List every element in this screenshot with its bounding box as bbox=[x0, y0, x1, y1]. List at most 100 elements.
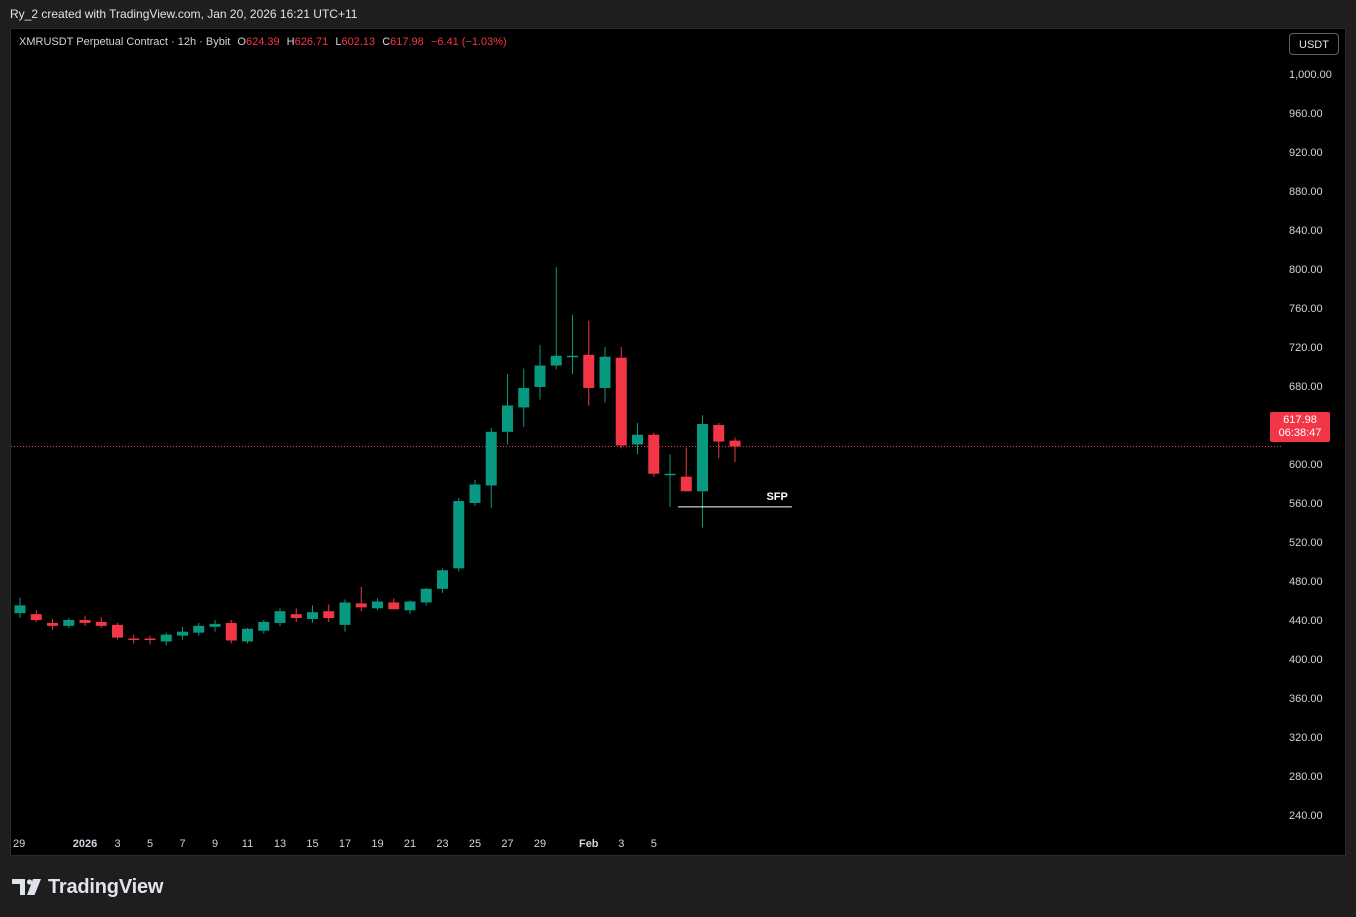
candle-body bbox=[112, 624, 123, 638]
price-tick-label: 360.00 bbox=[1289, 693, 1323, 705]
open-value: 624.39 bbox=[245, 36, 280, 48]
price-tick-label: 520.00 bbox=[1289, 537, 1323, 549]
candle bbox=[209, 620, 221, 632]
candle bbox=[339, 599, 351, 632]
candle bbox=[388, 598, 400, 610]
price-tick-label: 600.00 bbox=[1289, 459, 1323, 471]
candle-body bbox=[242, 628, 253, 642]
candle bbox=[664, 454, 676, 507]
candle bbox=[79, 616, 91, 626]
candle bbox=[225, 620, 237, 644]
candle-body bbox=[30, 614, 42, 620]
time-tick-label: 27 bbox=[501, 838, 513, 850]
candle bbox=[30, 610, 42, 622]
candle bbox=[518, 368, 530, 427]
candle bbox=[648, 432, 660, 477]
time-tick-label: 7 bbox=[179, 838, 185, 850]
candle bbox=[567, 314, 578, 375]
candle-body bbox=[534, 365, 546, 387]
price-tick-label: 1,000.00 bbox=[1289, 69, 1332, 81]
time-tick-label: 29 bbox=[13, 838, 25, 850]
change-value: −6.41 (−1.03%) bbox=[430, 36, 507, 48]
candle bbox=[355, 586, 367, 612]
candle-body bbox=[485, 431, 497, 486]
candle-body bbox=[502, 405, 513, 432]
candle-body bbox=[713, 425, 725, 442]
currency-button[interactable]: USDT bbox=[1289, 33, 1339, 55]
candle-body bbox=[323, 611, 335, 619]
symbol-legend: XMRUSDT Perpetual Contract · 12h · Bybit… bbox=[19, 36, 507, 48]
sfp-label: SFP bbox=[766, 491, 787, 503]
candle-body bbox=[567, 355, 578, 358]
price-tick-label: 880.00 bbox=[1289, 186, 1323, 198]
candle-body bbox=[388, 602, 400, 610]
candle-body bbox=[632, 434, 643, 445]
candle bbox=[404, 600, 416, 615]
candle-body bbox=[339, 602, 351, 625]
candle-body bbox=[648, 434, 660, 474]
time-tick-label: 23 bbox=[436, 838, 448, 850]
candle-body bbox=[274, 611, 286, 623]
time-tick-label: 5 bbox=[651, 838, 657, 850]
candle bbox=[550, 267, 562, 370]
candle-body bbox=[290, 614, 302, 619]
close-value: 617.98 bbox=[390, 36, 424, 48]
time-tick-label: 3 bbox=[618, 838, 624, 850]
bar-countdown: 06:38:47 bbox=[1278, 427, 1322, 439]
time-tick-label: 2026 bbox=[73, 838, 97, 850]
candle bbox=[713, 423, 725, 459]
time-tick-label: 21 bbox=[404, 838, 416, 850]
candle bbox=[160, 632, 172, 646]
time-tick-label: Feb bbox=[579, 838, 599, 850]
candle bbox=[583, 320, 595, 406]
time-tick-label: 3 bbox=[114, 838, 120, 850]
chart-panel[interactable]: 1,000.00 960.00 920.00 880.00 840.00 800.00 76… bbox=[10, 28, 1346, 856]
time-axis: 29 2026 3 5 7 9 11 13 15 17 19 21 23 25 27 29 Feb 3 5 bbox=[13, 838, 657, 850]
low-label: L bbox=[335, 36, 342, 48]
candle bbox=[615, 347, 627, 449]
candle bbox=[290, 608, 302, 622]
close-label: C bbox=[382, 36, 391, 48]
high-label: H bbox=[286, 36, 295, 48]
candle-body bbox=[664, 473, 676, 476]
candle-body bbox=[193, 625, 205, 633]
price-tick-label: 960.00 bbox=[1289, 108, 1323, 120]
price-tick-label: 760.00 bbox=[1289, 303, 1323, 315]
low-value: 602.13 bbox=[341, 36, 376, 48]
price-tick-label: 680.00 bbox=[1289, 381, 1323, 393]
chart-canvas[interactable]: 1,000.00960.00920.00880.00840.00800.0076… bbox=[11, 29, 1347, 857]
candle-body bbox=[258, 621, 270, 631]
tradingview-logo[interactable]: TradingView bbox=[12, 876, 163, 898]
candle-body bbox=[144, 638, 156, 641]
candle bbox=[680, 447, 692, 492]
price-tick-label: 280.00 bbox=[1289, 771, 1323, 783]
price-tick-label: 240.00 bbox=[1289, 810, 1323, 822]
candle-body bbox=[14, 605, 26, 614]
time-tick-label: 15 bbox=[306, 838, 318, 850]
price-axis: 1,000.00 960.00 920.00 880.00 840.00 800.00 76… bbox=[1289, 69, 1332, 822]
candle-body bbox=[355, 603, 367, 608]
price-tick-label: 800.00 bbox=[1289, 264, 1323, 276]
time-tick-label: 25 bbox=[469, 838, 481, 850]
candle-body bbox=[599, 356, 611, 388]
candles-group bbox=[14, 267, 741, 646]
candle bbox=[63, 618, 75, 628]
candle-body bbox=[47, 622, 58, 626]
candle bbox=[95, 617, 107, 628]
tradingview-logo-icon bbox=[12, 879, 41, 895]
time-tick-label: 11 bbox=[242, 838, 253, 850]
price-tick-label: 560.00 bbox=[1289, 498, 1323, 510]
candle bbox=[502, 374, 513, 445]
candle-body bbox=[128, 638, 140, 641]
candle-body bbox=[680, 476, 692, 492]
candle-body bbox=[95, 621, 107, 626]
symbol-title: XMRUSDT Perpetual Contract · 12h · Bybit bbox=[19, 36, 231, 48]
candle-body bbox=[63, 620, 75, 626]
candle-body bbox=[372, 601, 383, 609]
candle bbox=[372, 598, 383, 611]
time-tick-label: 5 bbox=[147, 838, 153, 850]
tradingview-wordmark: TradingView bbox=[48, 875, 164, 898]
candle bbox=[453, 498, 465, 572]
candle-body bbox=[209, 623, 221, 627]
time-tick-label: 19 bbox=[371, 838, 383, 850]
